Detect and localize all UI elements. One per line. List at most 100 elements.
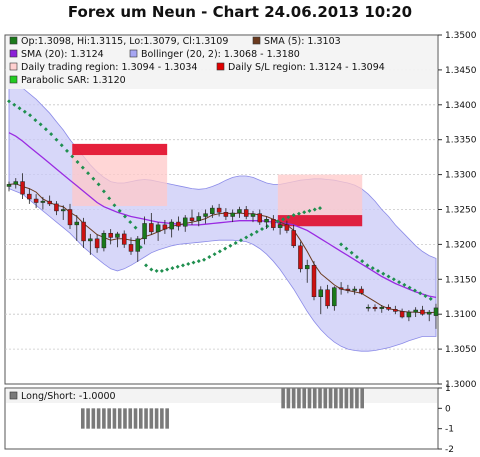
sar-point [80,165,85,170]
sar-point [207,254,212,259]
sar-point [260,227,265,232]
y-tick-label: 1.3100 [445,310,477,320]
candle-body [332,287,337,307]
sl-region [277,215,363,227]
candle-body [372,306,378,309]
y-tick-label: 1.3350 [445,136,477,146]
candle-body [176,221,181,227]
ls-legend-swatch [9,391,18,400]
ls-bar [112,408,117,429]
legend-label: Parabolic SAR: 1.3120 [21,75,126,86]
y-tick-label: 1.3000 [445,380,477,390]
ls-tick-label: -1 [445,425,454,435]
ls-bar [138,408,143,429]
sar-point [281,217,286,222]
legend-label: Daily S/L region: 1.3124 - 1.3094 [228,62,385,73]
sar-point [165,267,170,272]
candle-body [304,265,310,270]
legend-box [6,36,437,89]
y-tick-label: 1.3250 [445,206,477,216]
candle-body [20,181,25,195]
ls-tick-label: 1 [445,384,451,394]
ls-bar [312,388,317,409]
candle-body [338,287,344,290]
candle-body [399,311,405,318]
ls-bar [144,408,148,429]
sar-point [159,268,164,273]
ls-bar [86,408,90,429]
sar-point [91,176,96,181]
candle-body [386,306,391,310]
sar-point [202,257,207,262]
candle-body [365,306,371,309]
ls-bar [323,388,328,409]
candle-body [264,219,269,223]
candle-body [27,193,32,200]
candle-body [182,217,188,227]
candle-body [13,181,19,185]
sar-point [86,171,91,176]
ls-bar [81,408,85,429]
legend-label: SMA (20): 1.3124 [21,49,104,60]
sar-point [96,182,101,187]
candle-body [406,311,412,318]
candle-body [413,309,418,313]
candle-body [426,311,432,315]
candle-body [121,233,127,245]
sar-point [7,99,11,104]
candle-body [210,207,215,214]
ls-bar [165,408,169,429]
sar-point [65,148,69,153]
ls-bar [91,408,96,429]
ls-bar [349,388,354,409]
ls-bar [286,388,291,409]
ls-bar [102,408,106,429]
sar-point [33,118,38,123]
candle-body [196,216,202,221]
legend-label: SMA (5): 1.3103 [264,36,341,47]
sar-point [154,268,159,273]
sar-point [302,210,307,215]
candle-body [101,232,107,249]
ls-bar [291,388,296,409]
candle-body [54,203,59,212]
sar-point [38,122,43,127]
candle-body [250,213,256,217]
ls-bar [307,388,312,409]
y-tick-label: 1.3400 [445,101,477,111]
sar-point [360,259,365,264]
candle-body [277,224,283,228]
ls-bar [160,408,164,429]
candle-body [81,221,86,242]
candle-body [345,288,351,291]
price-panel: 1.3500 1.3450 1.3400 1.3350 1.3300 1.3250 1.32… [4,31,477,390]
sar-point [233,241,238,245]
ls-tick-label: -2 [445,445,454,455]
candle-body [271,219,276,228]
ls-bar [344,388,349,409]
sl-region [72,143,168,156]
sar-point [244,235,249,240]
ls-bar [334,388,338,409]
sar-point [112,203,117,208]
candle-body [149,223,154,233]
sar-point [117,208,122,213]
legend-swatch [9,62,18,71]
chart-title: Forex um Neun - Chart 24.06.2013 10:20 [67,3,413,21]
candle-body [94,238,100,249]
ls-bar [149,408,154,429]
candle-body [243,209,249,217]
candle-body [47,200,52,205]
sar-point [212,252,217,257]
sar-point [418,291,423,296]
sar-point [107,196,112,201]
sma5-line [8,183,437,314]
candle-body [115,233,120,238]
ls-bar [281,388,285,409]
candle-body [379,306,385,309]
sar-point [254,229,259,234]
candle-body [352,288,357,291]
legend-swatch [9,36,18,45]
sar-point [397,280,402,285]
